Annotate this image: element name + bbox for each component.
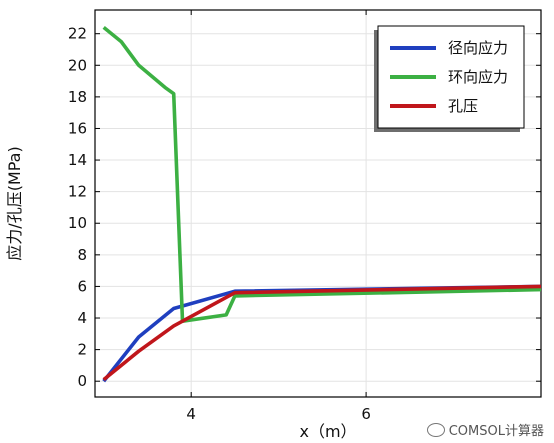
legend-label-1: 径向应力: [448, 39, 508, 57]
y-axis-ticks: 0 2 4 6 8 10 12 14 16 18 20 22: [68, 25, 541, 390]
y-tick-label: 2: [77, 341, 87, 359]
y-tick-label: 10: [68, 214, 87, 232]
series-lines: [102, 26, 542, 383]
y-tick-label: 4: [77, 309, 87, 327]
y-tick-label: 12: [68, 183, 87, 201]
watermark: COMSOL计算器: [426, 420, 544, 439]
x-axis-label: x（m）: [299, 422, 356, 441]
x-tick-label: 6: [361, 405, 371, 423]
y-tick-label: 22: [68, 25, 87, 43]
watermark-text: COMSOL计算器: [448, 424, 544, 439]
plot-frame: [94, 9, 542, 398]
series-line-3: [102, 284, 542, 381]
wechat-icon: [426, 422, 445, 437]
legend-label-3: 孔压: [448, 97, 478, 115]
y-tick-label: 14: [68, 151, 87, 169]
y-tick-label: 8: [77, 246, 87, 264]
series-line-1: [102, 284, 542, 383]
y-axis-label: 应力/孔压(MPa): [5, 146, 24, 260]
y-tick-label: 16: [68, 119, 87, 137]
x-tick-label: 4: [186, 405, 196, 423]
y-tick-label: 18: [68, 88, 87, 106]
series-line-2: [102, 26, 542, 323]
y-tick-label: 0: [77, 372, 87, 390]
grid-lines: [95, 10, 541, 397]
legend-label-2: 环向应力: [448, 68, 508, 86]
y-tick-label: 20: [68, 56, 87, 74]
y-tick-label: 6: [77, 277, 87, 295]
